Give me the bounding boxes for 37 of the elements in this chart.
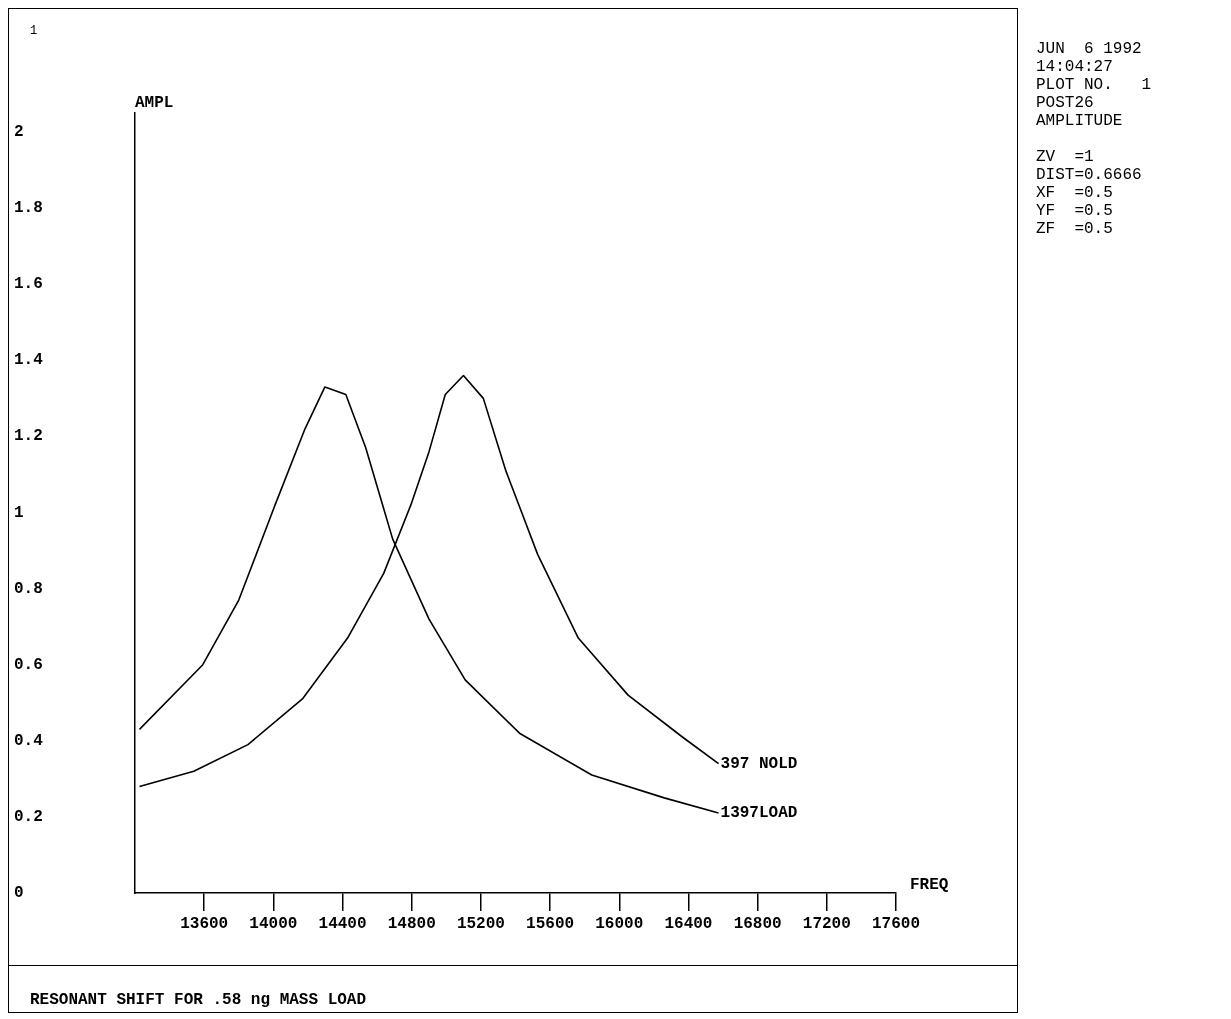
y-tick-label: 0.2 [14, 807, 43, 826]
text: YF =0.5 [1036, 202, 1113, 220]
text: AMPLITUDE [1036, 112, 1123, 130]
x-tick-label: 16400 [664, 914, 713, 933]
y-tick-label: 1 [14, 503, 24, 522]
x-tick-label: 13600 [180, 914, 229, 933]
text: POST26 [1036, 94, 1094, 112]
y-axis-title: AMPL [135, 94, 174, 112]
text: JUN 6 1992 [1036, 40, 1142, 58]
x-tick-label: 16000 [595, 914, 644, 933]
x-tick-label: 15600 [526, 914, 575, 933]
x-axis-title: FREQ [910, 876, 949, 894]
y-tick-label: 0.4 [14, 731, 44, 750]
series-label: 1397LOAD [720, 804, 798, 823]
y-tick-label: 1.8 [14, 199, 43, 218]
x-tick-label: 15200 [456, 914, 505, 933]
x-tick-label: 14800 [387, 914, 436, 933]
y-tick-label: 1.4 [14, 351, 44, 370]
text: RESONANT SHIFT FOR .58 ng MASS LOAD [30, 991, 367, 1009]
text: PLOT NO. 1 [1036, 76, 1152, 94]
x-tick-label: 14400 [318, 914, 367, 933]
series-label: 397 NOLD [720, 754, 798, 773]
text: ZV =1 [1036, 148, 1094, 166]
text: ZF =0.5 [1036, 220, 1113, 238]
x-tick-label: 17600 [871, 914, 921, 933]
y-tick-label: 2 [14, 123, 24, 142]
y-tick-label: 0 [14, 884, 24, 903]
y-tick-label: 1.6 [14, 275, 43, 294]
y-tick-label: 0.6 [14, 655, 43, 674]
y-tick-label: 0.8 [14, 579, 43, 598]
x-tick-label: 14000 [249, 914, 298, 933]
x-tick-label: 17200 [802, 914, 851, 933]
text: XF =0.5 [1036, 184, 1113, 202]
y-tick-label: 1.2 [14, 427, 43, 446]
text: 14:04:27 [1036, 58, 1113, 76]
text: DIST=0.6666 [1036, 166, 1142, 184]
x-tick-label: 16800 [733, 914, 782, 933]
